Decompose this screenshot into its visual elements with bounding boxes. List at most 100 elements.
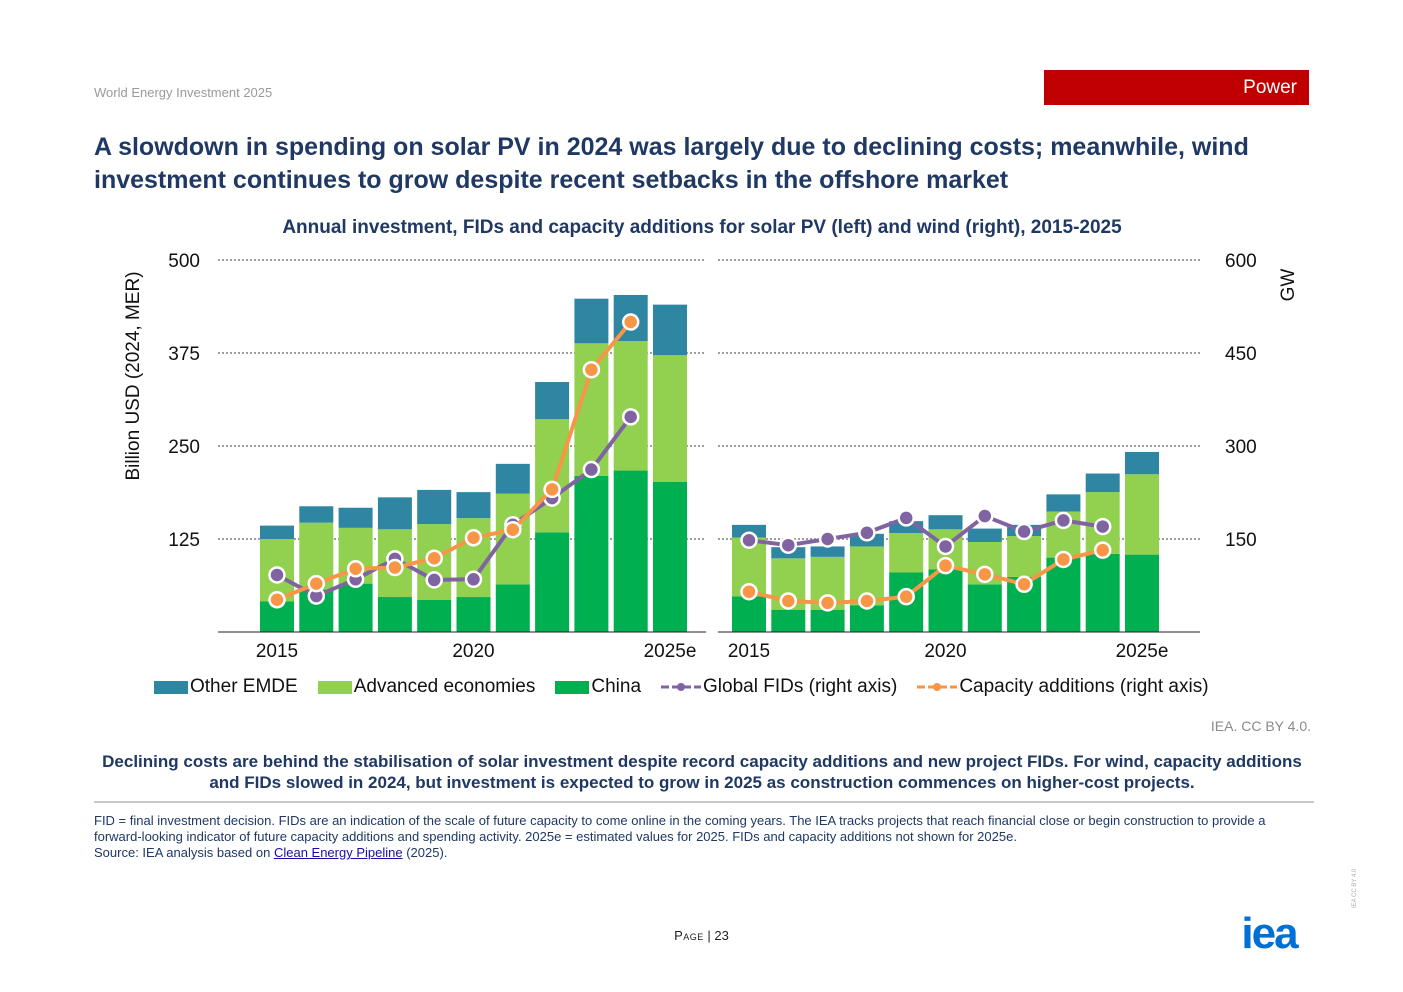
- point-capacity: [425, 549, 443, 567]
- bar-other_emde: [810, 546, 845, 557]
- chart-credit: IEA. CC BY 4.0.: [1210, 718, 1311, 734]
- point-fids: [1093, 517, 1112, 536]
- y-axis-title: Billion USD (2024, MER): [123, 271, 144, 480]
- point-fids: [740, 531, 758, 549]
- point-fids: [897, 509, 915, 527]
- x-tick-label: 2020: [452, 641, 494, 662]
- bar-other_emde: [574, 298, 609, 344]
- report-source: World Energy Investment 2025: [94, 85, 273, 100]
- bar-other_emde: [928, 515, 963, 530]
- point-capacity: [346, 560, 365, 578]
- bar-china: [1085, 553, 1120, 632]
- page-number-value: 23: [714, 928, 729, 943]
- legend-fids: Global FIDs (right axis): [661, 676, 897, 698]
- notes-text: FID = final investment decision. FIDs ar…: [94, 813, 1266, 844]
- bar-china: [1125, 554, 1159, 632]
- bar-china: [771, 609, 806, 632]
- bar-other_emde: [653, 304, 687, 356]
- bar-advanced: [535, 419, 570, 533]
- line-capacity: [748, 548, 1104, 605]
- bar-china: [1046, 557, 1081, 632]
- point-capacity: [582, 360, 601, 379]
- point-capacity: [1093, 541, 1112, 559]
- bar-china: [653, 481, 687, 632]
- x-tick-label: 2020: [924, 641, 966, 662]
- investment-chart: 125 250 375 500 150 300 450 600 Billion USD (202…: [123, 251, 1299, 662]
- point-fids: [268, 566, 286, 584]
- point-capacity: [936, 556, 955, 575]
- bar-china: [810, 609, 845, 632]
- bar-advanced: [653, 355, 687, 482]
- legend-swatch-china: [555, 680, 590, 694]
- point-capacity: [779, 592, 798, 610]
- chart-title: Annual investment, FIDs and capacity add…: [282, 217, 1122, 238]
- bar-other_emde: [1125, 451, 1159, 475]
- point-fids: [818, 530, 837, 548]
- iea-logo: iea: [1241, 912, 1301, 954]
- chart-notes: FID = final investment decision. FIDs ar…: [94, 813, 1316, 861]
- point-fids: [464, 570, 483, 589]
- point-capacity: [818, 594, 837, 612]
- bar-china: [338, 583, 373, 632]
- line-fids: [748, 514, 1104, 549]
- y-tick-label: 250: [168, 437, 200, 458]
- bar-china: [495, 584, 530, 632]
- source-suffix: (2025).: [402, 845, 448, 860]
- x-tick-label: 2015: [256, 641, 298, 662]
- point-capacity: [268, 591, 286, 609]
- point-capacity: [897, 587, 915, 606]
- point-fids: [1015, 522, 1033, 541]
- bar-china: [967, 584, 1002, 632]
- bar-other_emde: [338, 507, 373, 528]
- legend-swatch-fids: [661, 683, 702, 691]
- bar-china: [535, 532, 570, 632]
- y-tick-label: 375: [168, 344, 200, 365]
- x-tick-label: 2025e: [1116, 641, 1169, 662]
- legend-other-emde: Other EMDE: [154, 676, 298, 698]
- bar-other_emde: [967, 528, 1002, 542]
- line-capacity: [276, 320, 633, 602]
- x-tick-label: 2025e: [644, 641, 697, 662]
- legend-label-other-emde: Other EMDE: [190, 676, 298, 697]
- point-capacity: [1054, 550, 1073, 569]
- point-capacity: [858, 592, 876, 610]
- y2-tick-label: 150: [1225, 530, 1257, 551]
- bar-other_emde: [1046, 494, 1081, 512]
- legend-label-fids: Global FIDs (right axis): [703, 676, 898, 697]
- bar-other_emde: [732, 524, 766, 538]
- bar-other_emde: [495, 463, 530, 494]
- page-word: Page: [674, 928, 704, 943]
- page-number: Page | 23: [674, 928, 729, 943]
- bar-advanced: [613, 341, 648, 471]
- bar-other_emde: [1085, 473, 1120, 493]
- y2-axis-title: GW: [1278, 269, 1299, 302]
- y-tick-label: 500: [168, 251, 200, 272]
- legend-capacity: Capacity additions (right axis): [917, 676, 1209, 698]
- legend-label-china: China: [591, 676, 642, 697]
- point-capacity: [740, 582, 758, 601]
- bar-china: [574, 475, 609, 632]
- bar-china: [456, 597, 491, 632]
- bar-other_emde: [377, 497, 412, 530]
- chart-legend: Other EMDE Advanced economies China Glob…: [154, 676, 1209, 698]
- bar-china: [732, 596, 766, 632]
- bar-china: [417, 600, 452, 632]
- point-capacity: [976, 565, 994, 584]
- point-capacity: [543, 480, 561, 499]
- bar-other_emde: [456, 492, 491, 519]
- point-fids: [858, 524, 876, 542]
- side-credit: IEA CC BY 4.0: [1352, 868, 1358, 908]
- legend-label-capacity: Capacity additions (right axis): [959, 676, 1209, 697]
- source-link[interactable]: Clean Energy Pipeline: [273, 845, 403, 860]
- point-capacity: [1015, 575, 1033, 594]
- legend-swatch-other-emde: [154, 680, 188, 694]
- iea-logo-text: iea: [1241, 912, 1299, 954]
- bar-advanced: [1007, 536, 1042, 577]
- notes-divider: [94, 801, 1314, 803]
- point-capacity: [464, 529, 483, 547]
- point-fids: [621, 408, 640, 426]
- x-tick-label: 2015: [728, 641, 770, 662]
- point-fids: [779, 536, 798, 554]
- bar-other_emde: [417, 489, 452, 525]
- page-headline: A slowdown in spending on solar PV in 20…: [94, 133, 1249, 194]
